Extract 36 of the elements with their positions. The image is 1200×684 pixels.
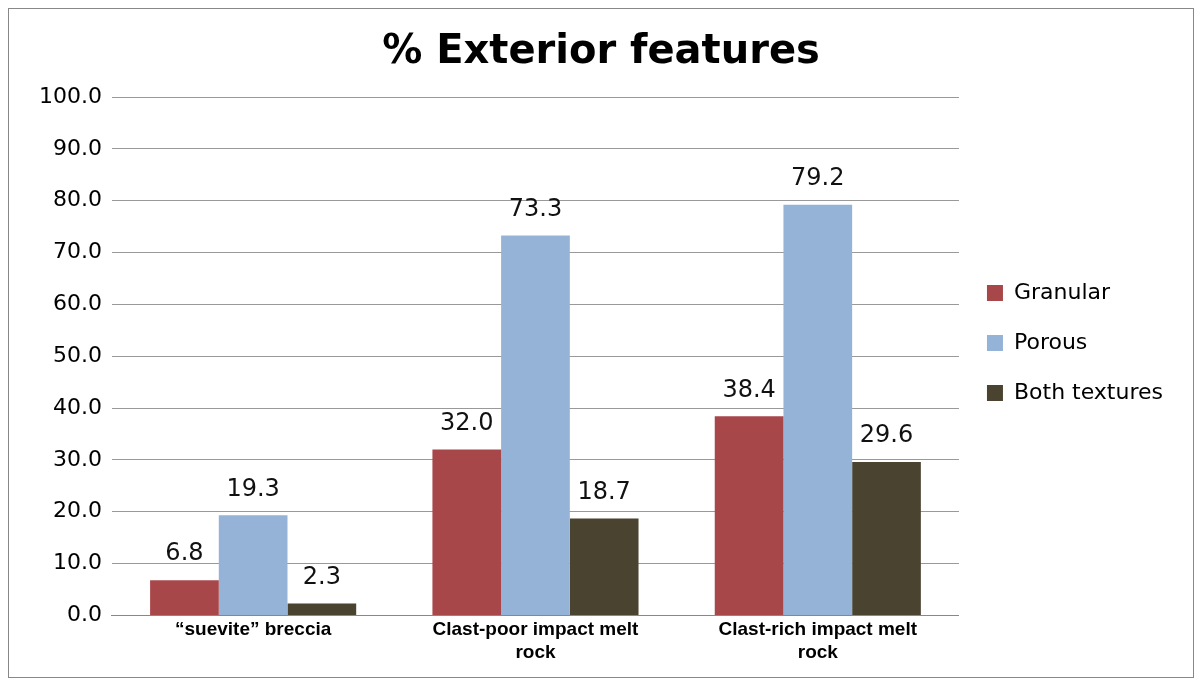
data-label: 6.8 (165, 538, 204, 567)
y-tick-label: 100.0 (39, 82, 102, 108)
bar (569, 518, 639, 615)
y-tick-label: 60.0 (53, 290, 102, 316)
x-tick-label: Clast-poor impact melt rock (432, 618, 640, 662)
y-tick-label: 30.0 (53, 445, 102, 471)
y-tick-label: 90.0 (53, 134, 102, 160)
data-label: 79.2 (791, 163, 845, 192)
data-label: 18.7 (577, 476, 631, 505)
y-tick-label: 40.0 (53, 393, 102, 419)
bar (218, 515, 288, 615)
bar (783, 204, 853, 615)
data-label: 32.0 (440, 407, 494, 436)
bar (501, 235, 570, 615)
legend-label: Both textures (1013, 378, 1164, 404)
data-label: 38.4 (722, 374, 776, 403)
legend-label: Porous (1013, 328, 1088, 354)
bar (852, 461, 921, 615)
bar (714, 416, 784, 615)
data-label: 73.3 (508, 193, 563, 222)
y-tick-label: 10.0 (53, 549, 102, 575)
y-tick-label: 20.0 (53, 497, 102, 523)
x-tick-label: “suevite” breccia (174, 618, 332, 640)
data-label: 19.3 (226, 473, 280, 502)
legend-label: Granular (1013, 278, 1112, 304)
data-label: 29.6 (859, 420, 914, 449)
y-tick-label: 70.0 (53, 238, 102, 264)
bar (287, 603, 357, 615)
bar (150, 580, 219, 615)
x-tick-label: Clast-rich impact melt rock (718, 618, 918, 662)
y-tick-label: 50.0 (53, 341, 102, 367)
chart-title: % Exterior features (382, 26, 820, 73)
data-label: 2.3 (302, 561, 341, 590)
bar (432, 449, 502, 615)
y-tick-label: 0.0 (66, 601, 102, 627)
y-tick-label: 80.0 (53, 186, 102, 212)
